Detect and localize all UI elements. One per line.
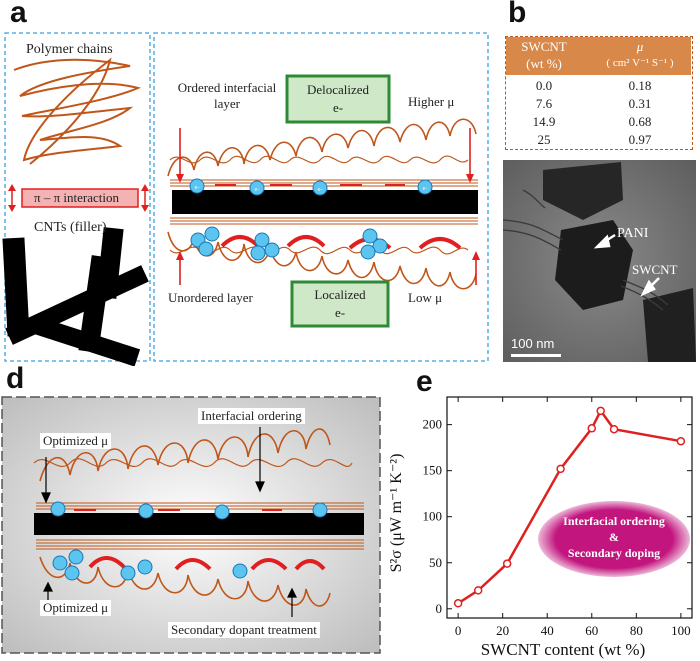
panel-a-graphics: e- e- e- e- [2,32,489,366]
data-points [453,406,686,608]
chains-below-a2 [169,246,469,255]
y-tick-label: 200 [423,417,443,432]
chart-axes [446,396,693,619]
delocalized-label: Delocalized [306,82,370,97]
row-3-mu: 0.97 [628,132,652,147]
low-mu-label: Low μ [408,290,443,305]
svg-text:e-: e- [318,187,323,193]
scale-label: 100 nm [511,336,555,351]
localized-box [290,280,390,328]
x-tick-label: 60 [585,623,598,638]
table-header-band [506,37,691,75]
scale-bar [511,354,561,357]
chart-ticks: 0 20 40 60 80 100 0 50 100 150 200 [423,397,692,638]
panel-label-b: b [508,0,527,29]
delocalized-electron: e- [332,100,344,115]
x-tick-label: 100 [671,623,691,638]
panel-a-right-frame [153,32,489,362]
y-axis-label: S²σ (μW m⁻¹ K⁻²) [388,454,405,573]
data-point [596,406,605,416]
y-tick-label: 100 [423,509,443,524]
higher-mu-label: Higher μ [408,94,455,109]
secondary-dopant-label: Secondary dopant treatment [168,622,320,638]
interfacial-ordering-label: Interfacial ordering [198,408,305,424]
chains-below-d [39,556,331,607]
panel-label-e: e [416,365,433,398]
delocalized-box [285,74,391,124]
header-mu-unit: ( cm² V⁻¹ S⁻¹ ) [606,57,674,69]
swcnt-label: SWCNT [632,262,678,277]
data-point [587,424,597,433]
chains-below-a [167,231,477,290]
electrons-d [50,501,328,581]
plot-frame [446,396,693,619]
annotation-bubble [538,501,690,577]
unordered-layer-label: Unordered layer [168,290,253,305]
pi-interaction-label: π – π interaction [34,190,119,205]
header-wt: (wt %) [526,56,562,71]
x-tick-label: 40 [541,623,554,638]
ordered-layer-label: Ordered interfacial layer [177,80,277,111]
optimized-mu-top-label: Optimized μ [40,433,112,449]
panel-label-a: a [10,0,27,29]
svg-text:e-: e- [423,186,428,192]
row-1-swcnt: 7.6 [535,96,553,111]
cnts-filler-label: CNTs (filler) [34,220,107,235]
row-2-mu: 0.68 [628,114,652,129]
pi-interaction-box [21,188,139,208]
chart-e: 0 20 40 60 80 100 0 50 100 150 200 Interfacial ord… [388,396,693,659]
x-axis-label: SWCNT content (wt %) [481,640,645,659]
optimized-mu-bottom-label: Optimized μ [40,600,112,616]
pointer-arrows-d [41,427,297,617]
data-point [556,464,565,474]
tem-image [503,160,696,362]
ordered-strands-d [36,502,364,550]
header-swcnt: SWCNT [521,39,567,54]
cnt-core-a [172,190,478,214]
pani-label: PANI [617,226,649,241]
y-tick-label: 0 [436,601,443,616]
data-point [609,424,619,434]
x-tick-label: 20 [496,623,509,638]
chains-above-d [39,428,331,482]
hop-arrows-d [88,556,326,571]
x-tick-label: 0 [455,623,462,638]
chains-above-a [167,118,477,177]
cnt-bars [2,227,149,366]
data-point [502,559,512,568]
row-3-swcnt: 25 [537,132,551,147]
annotation-line-1: Interfacial ordering [563,514,665,528]
polymer-chain-scribble [13,57,142,165]
y-tick-label: 50 [429,555,442,570]
polymer-chains-label: Polymer chains [26,42,113,57]
localized-electron: e- [334,305,346,320]
chains-above-a2 [169,155,469,164]
data-point [676,436,686,446]
y-tick-label: 150 [423,463,443,478]
header-mu: μ [636,39,644,54]
data-point [473,586,483,595]
x-tick-label: 80 [630,623,643,638]
localized-label: Localized [314,287,366,302]
svg-text:e-: e- [195,185,200,191]
electrons-a: e- e- e- e- [189,178,433,261]
panel-label-d: d [6,362,25,395]
row-0-swcnt: 0.0 [535,78,553,93]
data-point [453,599,463,608]
panel-a-left-frame [4,32,151,362]
row-0-mu: 0.18 [628,78,652,93]
svg-text:e-: e- [255,187,260,193]
row-1-mu: 0.31 [628,96,652,111]
annotation-line-2: & [609,530,619,544]
annotation-line-3: Secondary doping [568,546,660,560]
cnt-core-d [34,513,364,535]
row-2-swcnt: 14.9 [532,114,556,129]
chains-above-d2 [33,458,353,467]
